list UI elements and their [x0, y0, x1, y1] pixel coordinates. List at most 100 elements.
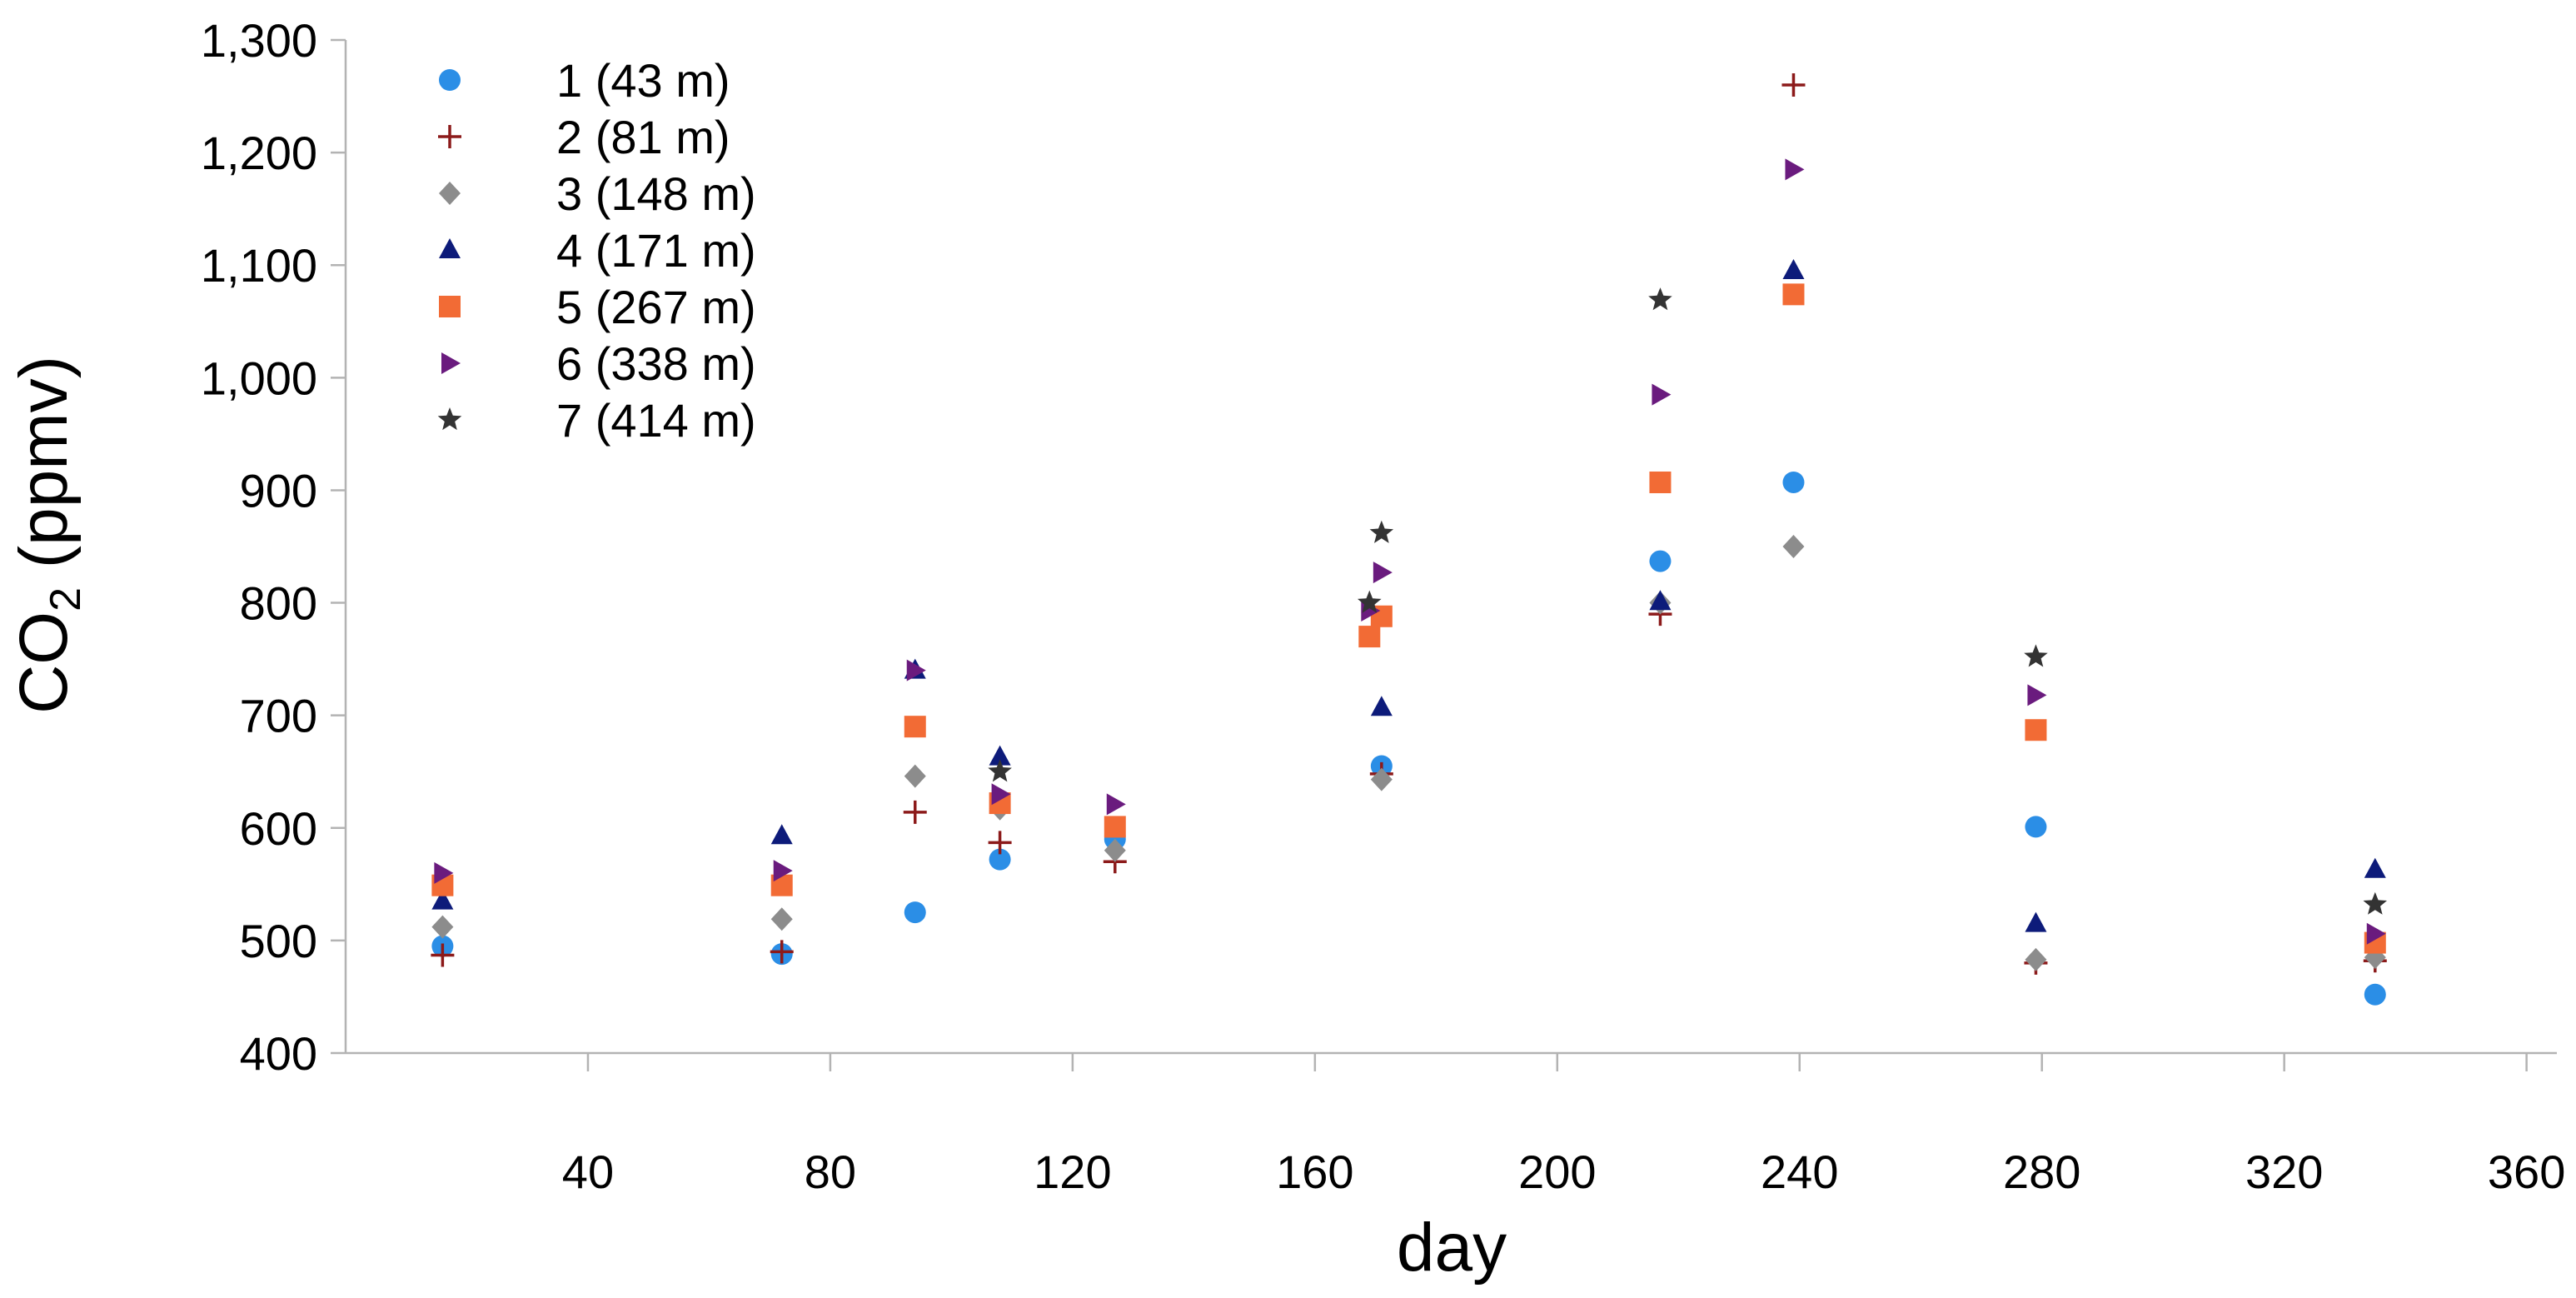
data-points	[431, 73, 2387, 1006]
data-point	[431, 889, 454, 910]
data-point	[2027, 684, 2047, 706]
x-tick-label: 160	[1276, 1146, 1353, 1198]
data-point	[434, 861, 454, 884]
data-point	[770, 940, 794, 964]
legend-marker	[441, 352, 461, 374]
y-axis-title: CO2 (ppmv)	[6, 356, 90, 714]
data-point	[903, 800, 927, 824]
series-3	[431, 535, 2386, 971]
data-point	[1369, 520, 1394, 543]
legend-marker	[439, 182, 461, 205]
x-tick-label: 280	[2003, 1146, 2080, 1198]
data-point	[1358, 590, 1382, 613]
legend-marker	[437, 407, 462, 431]
data-point	[2024, 644, 2048, 667]
legend-label: 5 (267 m)	[556, 281, 756, 333]
y-tick-label: 500	[240, 915, 317, 967]
data-point	[431, 943, 455, 967]
legend-marker	[439, 296, 461, 317]
data-point	[2025, 719, 2047, 741]
data-point	[1104, 838, 1126, 862]
series-7	[988, 287, 2387, 915]
legend-label: 7 (414 m)	[556, 394, 756, 447]
x-tick-label: 240	[1761, 1146, 1838, 1198]
legend-item: 3 (148 m)	[439, 167, 756, 220]
data-point	[2363, 891, 2387, 915]
legend-marker	[439, 238, 461, 258]
y-tick-label: 1,300	[201, 14, 317, 67]
data-point	[904, 764, 926, 788]
data-point	[2025, 947, 2047, 971]
y-tick-label: 1,200	[201, 127, 317, 179]
data-point	[989, 848, 1011, 871]
y-tick-label: 800	[240, 577, 317, 630]
legend: 1 (43 m)2 (81 m)3 (148 m)4 (171 m)5 (267…	[437, 54, 756, 447]
data-point	[1373, 562, 1393, 584]
data-point	[1782, 283, 1805, 306]
data-point	[770, 824, 793, 845]
series-1	[431, 471, 2386, 1006]
data-point	[904, 901, 926, 924]
data-point	[2366, 922, 2386, 945]
legend-item: 6 (338 m)	[441, 337, 756, 390]
data-point	[1358, 626, 1381, 648]
data-point	[2364, 983, 2386, 1006]
data-point	[988, 831, 1012, 855]
data-point	[988, 759, 1012, 782]
data-point	[1106, 793, 1126, 816]
data-point	[1648, 287, 1672, 311]
legend-marker	[439, 69, 461, 91]
data-point	[2364, 857, 2386, 878]
legend-label: 6 (338 m)	[556, 337, 756, 390]
legend-label: 3 (148 m)	[556, 167, 756, 220]
data-point	[1782, 471, 1805, 493]
y-tick-label: 1,100	[201, 239, 317, 292]
data-point	[770, 907, 793, 931]
legend-item: 5 (267 m)	[439, 281, 756, 333]
y-tick-label: 1,000	[201, 352, 317, 404]
data-point	[1781, 73, 1806, 97]
legend-item: 7 (414 m)	[437, 394, 756, 447]
data-point	[1785, 158, 1805, 181]
data-point	[773, 860, 793, 882]
data-point	[1782, 535, 1805, 558]
y-tick-label: 900	[240, 464, 317, 517]
y-tick-label: 700	[240, 690, 317, 742]
data-point	[431, 915, 454, 939]
data-point	[989, 745, 1011, 766]
data-point	[1649, 590, 1672, 611]
series-6	[434, 158, 2386, 945]
data-point	[904, 716, 926, 738]
data-point	[1652, 383, 1672, 406]
data-point	[2025, 911, 2047, 932]
data-point	[991, 783, 1011, 806]
legend-item: 1 (43 m)	[439, 54, 730, 107]
data-point	[1370, 767, 1393, 791]
y-axis-title-subscript: 2	[42, 587, 90, 612]
data-point	[1649, 550, 1672, 572]
x-axis-title: day	[1397, 1210, 1507, 1286]
data-point	[2025, 816, 2047, 838]
data-point	[1104, 816, 1126, 838]
x-tick-label: 120	[1034, 1146, 1111, 1198]
legend-label: 2 (81 m)	[556, 111, 730, 163]
x-tick-label: 40	[562, 1146, 614, 1198]
legend-label: 1 (43 m)	[556, 54, 730, 107]
x-tick-label: 80	[805, 1146, 856, 1198]
data-point	[906, 659, 926, 681]
legend-item: 4 (171 m)	[439, 224, 756, 277]
legend-marker	[438, 125, 461, 148]
y-tick-label: 400	[240, 1027, 317, 1080]
legend-item: 2 (81 m)	[438, 111, 730, 163]
x-tick-labels: 40 80 120 160 200 240 280 320 360	[562, 1146, 2566, 1198]
y-tick-labels: 400 500 600 700 800 900 1,000 1,100 1,200 1,300	[201, 14, 317, 1080]
x-tick-label: 200	[1518, 1146, 1596, 1198]
data-point	[1370, 696, 1393, 716]
data-point	[1649, 471, 1672, 493]
data-point	[1782, 258, 1805, 279]
y-tick-label: 600	[240, 802, 317, 855]
axis-layer	[331, 38, 2557, 1071]
y-axis-title-main: CO	[6, 612, 82, 714]
x-tick-label: 360	[2488, 1146, 2565, 1198]
